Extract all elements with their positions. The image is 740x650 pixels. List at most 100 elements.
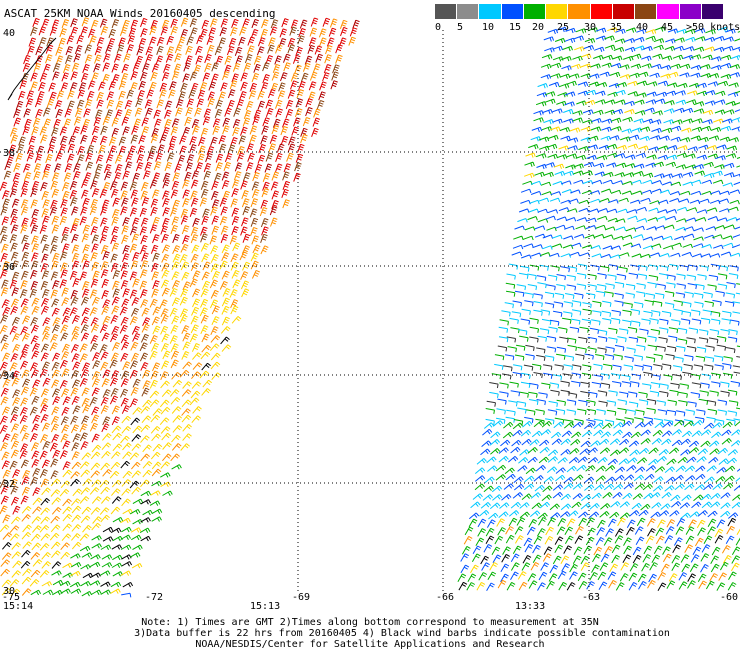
wind-barb [120, 72, 129, 83]
wind-barb [567, 337, 577, 344]
wind-barb [703, 483, 714, 491]
wind-barb [32, 487, 41, 497]
wind-barb [614, 38, 626, 44]
wind-barb [249, 134, 257, 144]
wind-barb [651, 502, 662, 509]
wind-barb [584, 484, 595, 491]
wind-barb [120, 435, 130, 444]
wind-barb [10, 533, 20, 541]
wind-barb [606, 143, 618, 150]
wind-barb [231, 216, 240, 226]
wind-barb [31, 533, 41, 542]
wind-barb [283, 163, 292, 173]
wind-barb [593, 162, 605, 169]
wind-barb [175, 99, 184, 109]
wind-barb [613, 354, 623, 361]
wind-barb [614, 344, 625, 351]
wind-barb [112, 74, 120, 84]
wind-barb [220, 233, 229, 244]
wind-barb [220, 336, 230, 345]
wind-barb [118, 145, 127, 155]
wind-barb [593, 363, 603, 370]
legend-swatch [457, 4, 480, 19]
legend-label: 0 [435, 22, 442, 33]
wind-barb [516, 284, 527, 291]
wind-barb [110, 581, 122, 588]
wind-barb [10, 449, 19, 459]
wind-barb [520, 318, 531, 325]
wind-barb [511, 311, 522, 318]
wind-barb [122, 253, 130, 263]
wind-barb [24, 118, 32, 128]
wind-barb [603, 234, 614, 239]
wind-barb [695, 36, 706, 42]
wind-barb [634, 163, 645, 169]
wind-barb [132, 62, 141, 72]
wind-barb [560, 135, 571, 141]
wind-barb [700, 429, 712, 436]
wind-barb [21, 506, 32, 514]
wind-barb [594, 46, 605, 52]
wind-barb [191, 119, 200, 129]
wind-barb [685, 475, 696, 482]
wind-barb [121, 592, 132, 598]
wind-barb [161, 269, 170, 279]
wind-barb [686, 337, 696, 344]
wind-barb [520, 381, 531, 388]
wind-barb [59, 28, 67, 38]
wind-barb [678, 572, 688, 581]
wind-barb [693, 227, 704, 232]
wind-barb [291, 126, 299, 136]
wind-barb [684, 544, 693, 553]
wind-barb [536, 347, 546, 354]
wind-barb [10, 224, 19, 234]
wind-barb [616, 144, 627, 151]
wind-barb [500, 573, 509, 583]
wind-barb [701, 373, 711, 380]
wind-barb [575, 525, 584, 535]
wind-barb [733, 181, 740, 186]
wind-barb [102, 73, 110, 83]
wind-barb [540, 562, 549, 571]
wind-barb [171, 315, 180, 325]
wind-barb [491, 546, 501, 556]
wind-barb [0, 206, 8, 216]
wind-barb [585, 536, 595, 546]
wind-barb [715, 155, 726, 161]
wind-barb [206, 146, 215, 156]
wind-barb [72, 218, 80, 228]
wind-barb [51, 298, 60, 308]
wind-barb [151, 468, 162, 477]
wind-barb [560, 380, 570, 387]
wind-barb [550, 431, 562, 439]
wind-barb [724, 172, 735, 178]
wind-barb [71, 315, 80, 324]
wind-barb [0, 559, 11, 567]
wind-barb [578, 199, 590, 205]
wind-barb [547, 209, 559, 214]
wind-barb [91, 72, 99, 82]
wind-barb [683, 226, 695, 231]
wind-barb [729, 72, 740, 78]
wind-barb [60, 82, 69, 92]
wind-barb [201, 19, 210, 29]
wind-barb [49, 26, 58, 36]
wind-barb [239, 26, 247, 36]
wind-barb [700, 440, 711, 448]
wind-barb [139, 71, 148, 81]
wind-barb [138, 38, 147, 48]
wind-barb [639, 328, 649, 335]
wind-barb [15, 152, 23, 162]
wind-barb [262, 117, 270, 127]
wind-barb [171, 118, 180, 128]
wind-barb [10, 353, 19, 362]
wind-barb [727, 512, 739, 519]
wind-barb [160, 325, 169, 335]
wind-barb [548, 274, 558, 281]
wind-barb [128, 27, 136, 37]
wind-barb [139, 342, 148, 352]
wind-barb [111, 19, 120, 29]
wind-barb [529, 199, 540, 205]
wind-barb [565, 293, 575, 299]
wind-barb [585, 465, 596, 472]
